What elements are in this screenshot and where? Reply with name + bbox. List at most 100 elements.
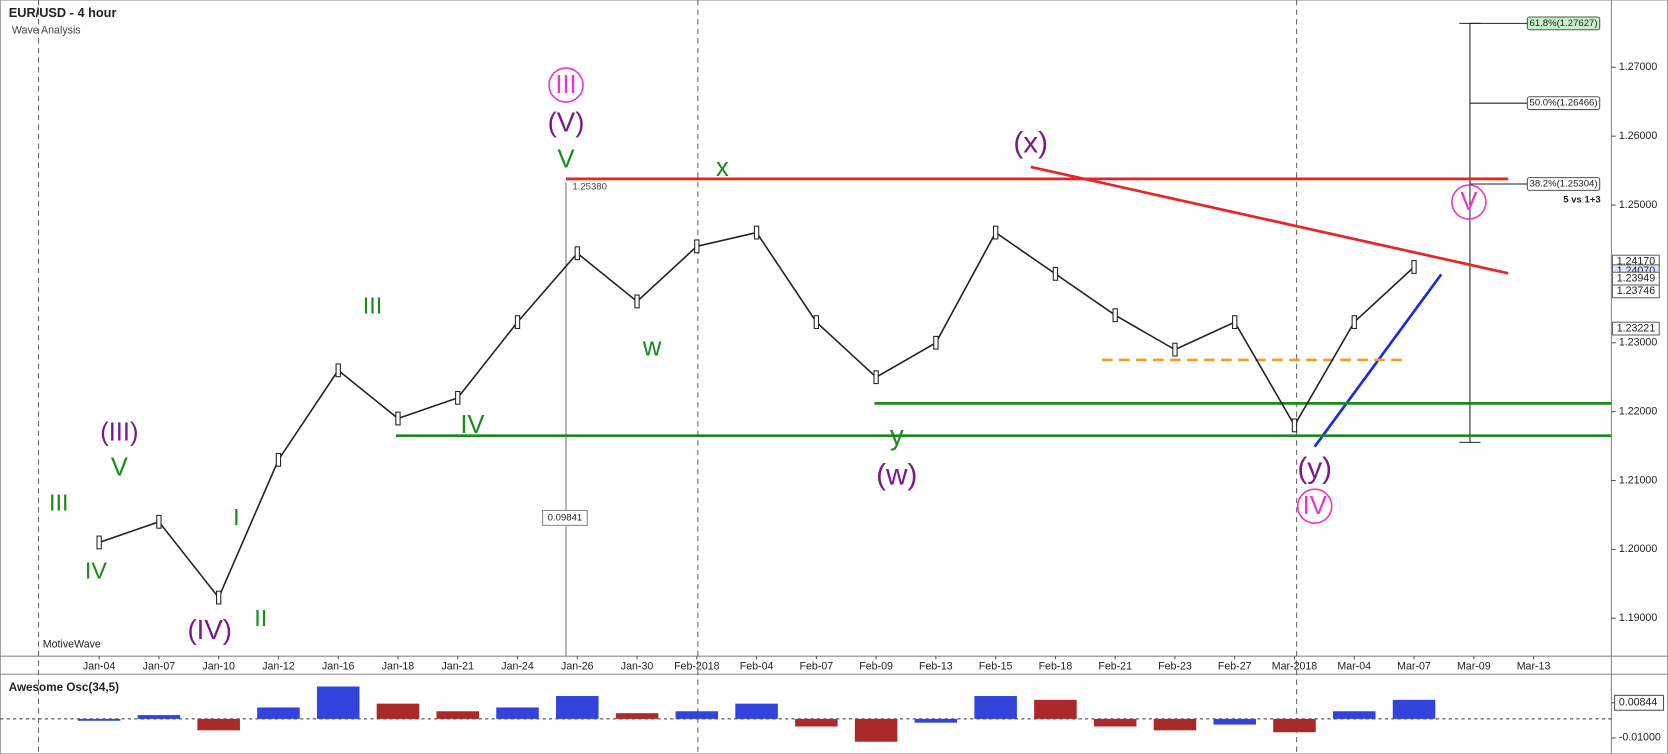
wave-label: II xyxy=(254,605,267,631)
y-tick-label: 1.22000 xyxy=(1619,405,1657,417)
osc-bar xyxy=(77,718,121,721)
brand: MotiveWave xyxy=(43,638,101,650)
y-tick-label: 1.26000 xyxy=(1619,130,1657,142)
y-tick-label: 1.21000 xyxy=(1619,474,1657,486)
x-tick-label: Feb-04 xyxy=(740,661,774,673)
x-tick-label: Feb-07 xyxy=(800,661,834,673)
osc-bar xyxy=(914,718,958,723)
x-tick-label: Feb-09 xyxy=(859,661,893,673)
fib-box xyxy=(1526,177,1601,191)
y-tick-label: 1.27000 xyxy=(1619,61,1657,73)
wave-label: (V) xyxy=(548,107,585,138)
wave-label: IV xyxy=(460,411,484,439)
candle xyxy=(1052,266,1059,281)
price-label: 1.23221 xyxy=(1617,322,1655,334)
candle xyxy=(1351,315,1357,330)
x-tick-label: Jan-24 xyxy=(501,661,534,673)
x-tick-label: Jan-10 xyxy=(202,661,235,673)
x-tick-label: Feb-15 xyxy=(979,661,1013,673)
x-tick-label: Mar-2018 xyxy=(1272,661,1318,673)
x-tick-label: Feb-23 xyxy=(1158,661,1192,673)
x-tick-label: Feb-18 xyxy=(1039,661,1073,673)
wave-label: IV xyxy=(85,557,107,583)
candle xyxy=(275,452,282,467)
candle xyxy=(156,514,162,529)
osc-bar xyxy=(1153,718,1197,731)
osc-bar xyxy=(496,707,539,719)
osc-bar xyxy=(1332,711,1376,719)
wave-label: I xyxy=(233,504,240,530)
candle xyxy=(574,246,580,261)
wave-label: III xyxy=(49,489,68,515)
candle xyxy=(753,225,760,240)
price-label: 1.23949 xyxy=(1617,272,1655,284)
wave-label: III xyxy=(555,71,576,99)
x-tick-label: Jan-30 xyxy=(621,661,654,673)
osc-bar xyxy=(257,707,300,719)
osc-bar xyxy=(316,686,360,719)
chart-title: EUR/USD - 4 hour xyxy=(9,5,117,20)
candle xyxy=(514,315,521,330)
osc-bar xyxy=(974,696,1017,719)
y-tick-label: 1.25000 xyxy=(1619,199,1657,211)
candle xyxy=(335,363,341,378)
x-tick-label: Jan-07 xyxy=(143,661,176,673)
candle xyxy=(813,315,820,330)
chart-subtitle: Wave Analysis xyxy=(12,25,81,37)
measure-box xyxy=(542,509,588,526)
candle xyxy=(1291,418,1298,433)
osc-bar xyxy=(675,711,719,719)
x-tick-label: Feb-21 xyxy=(1098,661,1132,673)
osc-tick-label: 0.00844 xyxy=(1619,697,1657,709)
x-tick-label: Jan-12 xyxy=(262,661,295,673)
candle xyxy=(992,225,999,240)
candle xyxy=(96,535,102,550)
wave-circle xyxy=(1451,184,1487,220)
x-tick-label: Jan-04 xyxy=(83,661,116,673)
osc-bar xyxy=(1213,718,1256,725)
x-tick-label: Mar-04 xyxy=(1337,661,1371,673)
candle xyxy=(933,335,939,350)
candle xyxy=(395,411,401,426)
wave-label: III xyxy=(363,293,382,319)
candle xyxy=(455,390,461,405)
osc-tick-box xyxy=(1614,694,1665,711)
candle xyxy=(216,590,222,605)
candle xyxy=(1232,315,1238,330)
osc-bar xyxy=(137,715,181,719)
candle xyxy=(1112,308,1118,323)
measure-label: 0.09841 xyxy=(548,512,583,523)
osc-bar xyxy=(1093,718,1137,727)
osc-bar xyxy=(1392,699,1436,719)
wave-label: V xyxy=(557,145,574,173)
y-tick-label: 1.19000 xyxy=(1619,612,1657,624)
osc-bar xyxy=(197,718,240,731)
osc-title: Awesome Osc(34,5) xyxy=(9,681,119,694)
fib-label: 50.0%(1.26466) xyxy=(1530,98,1598,109)
wave-label: x xyxy=(716,154,729,182)
candle xyxy=(634,294,640,309)
x-tick-label: Mar-09 xyxy=(1457,661,1491,673)
price-label: 1.23746 xyxy=(1617,285,1655,297)
x-tick-label: Feb-27 xyxy=(1218,661,1252,673)
peak-label: 1.25380 xyxy=(572,182,607,193)
candle xyxy=(694,239,700,254)
price-box xyxy=(1611,284,1660,299)
x-tick-label: Mar-07 xyxy=(1397,661,1431,673)
wave-label: (y) xyxy=(1297,452,1332,485)
osc-bar xyxy=(556,696,599,719)
wave-circle xyxy=(1296,488,1333,525)
y-tick-label: 1.20000 xyxy=(1619,543,1657,555)
x-tick-label: Jan-21 xyxy=(441,661,474,673)
fib-box xyxy=(1526,16,1601,31)
trend-line xyxy=(1030,165,1509,275)
wave-label: y xyxy=(890,419,904,450)
price-label: 1.24170 xyxy=(1617,255,1655,267)
x-tick-label: Jan-18 xyxy=(382,661,415,673)
wave-label: (III) xyxy=(100,419,138,447)
x-tick-label: Mar-13 xyxy=(1517,661,1551,673)
wave-label: IV xyxy=(1303,492,1327,520)
x-tick-label: Jan-16 xyxy=(322,661,355,673)
